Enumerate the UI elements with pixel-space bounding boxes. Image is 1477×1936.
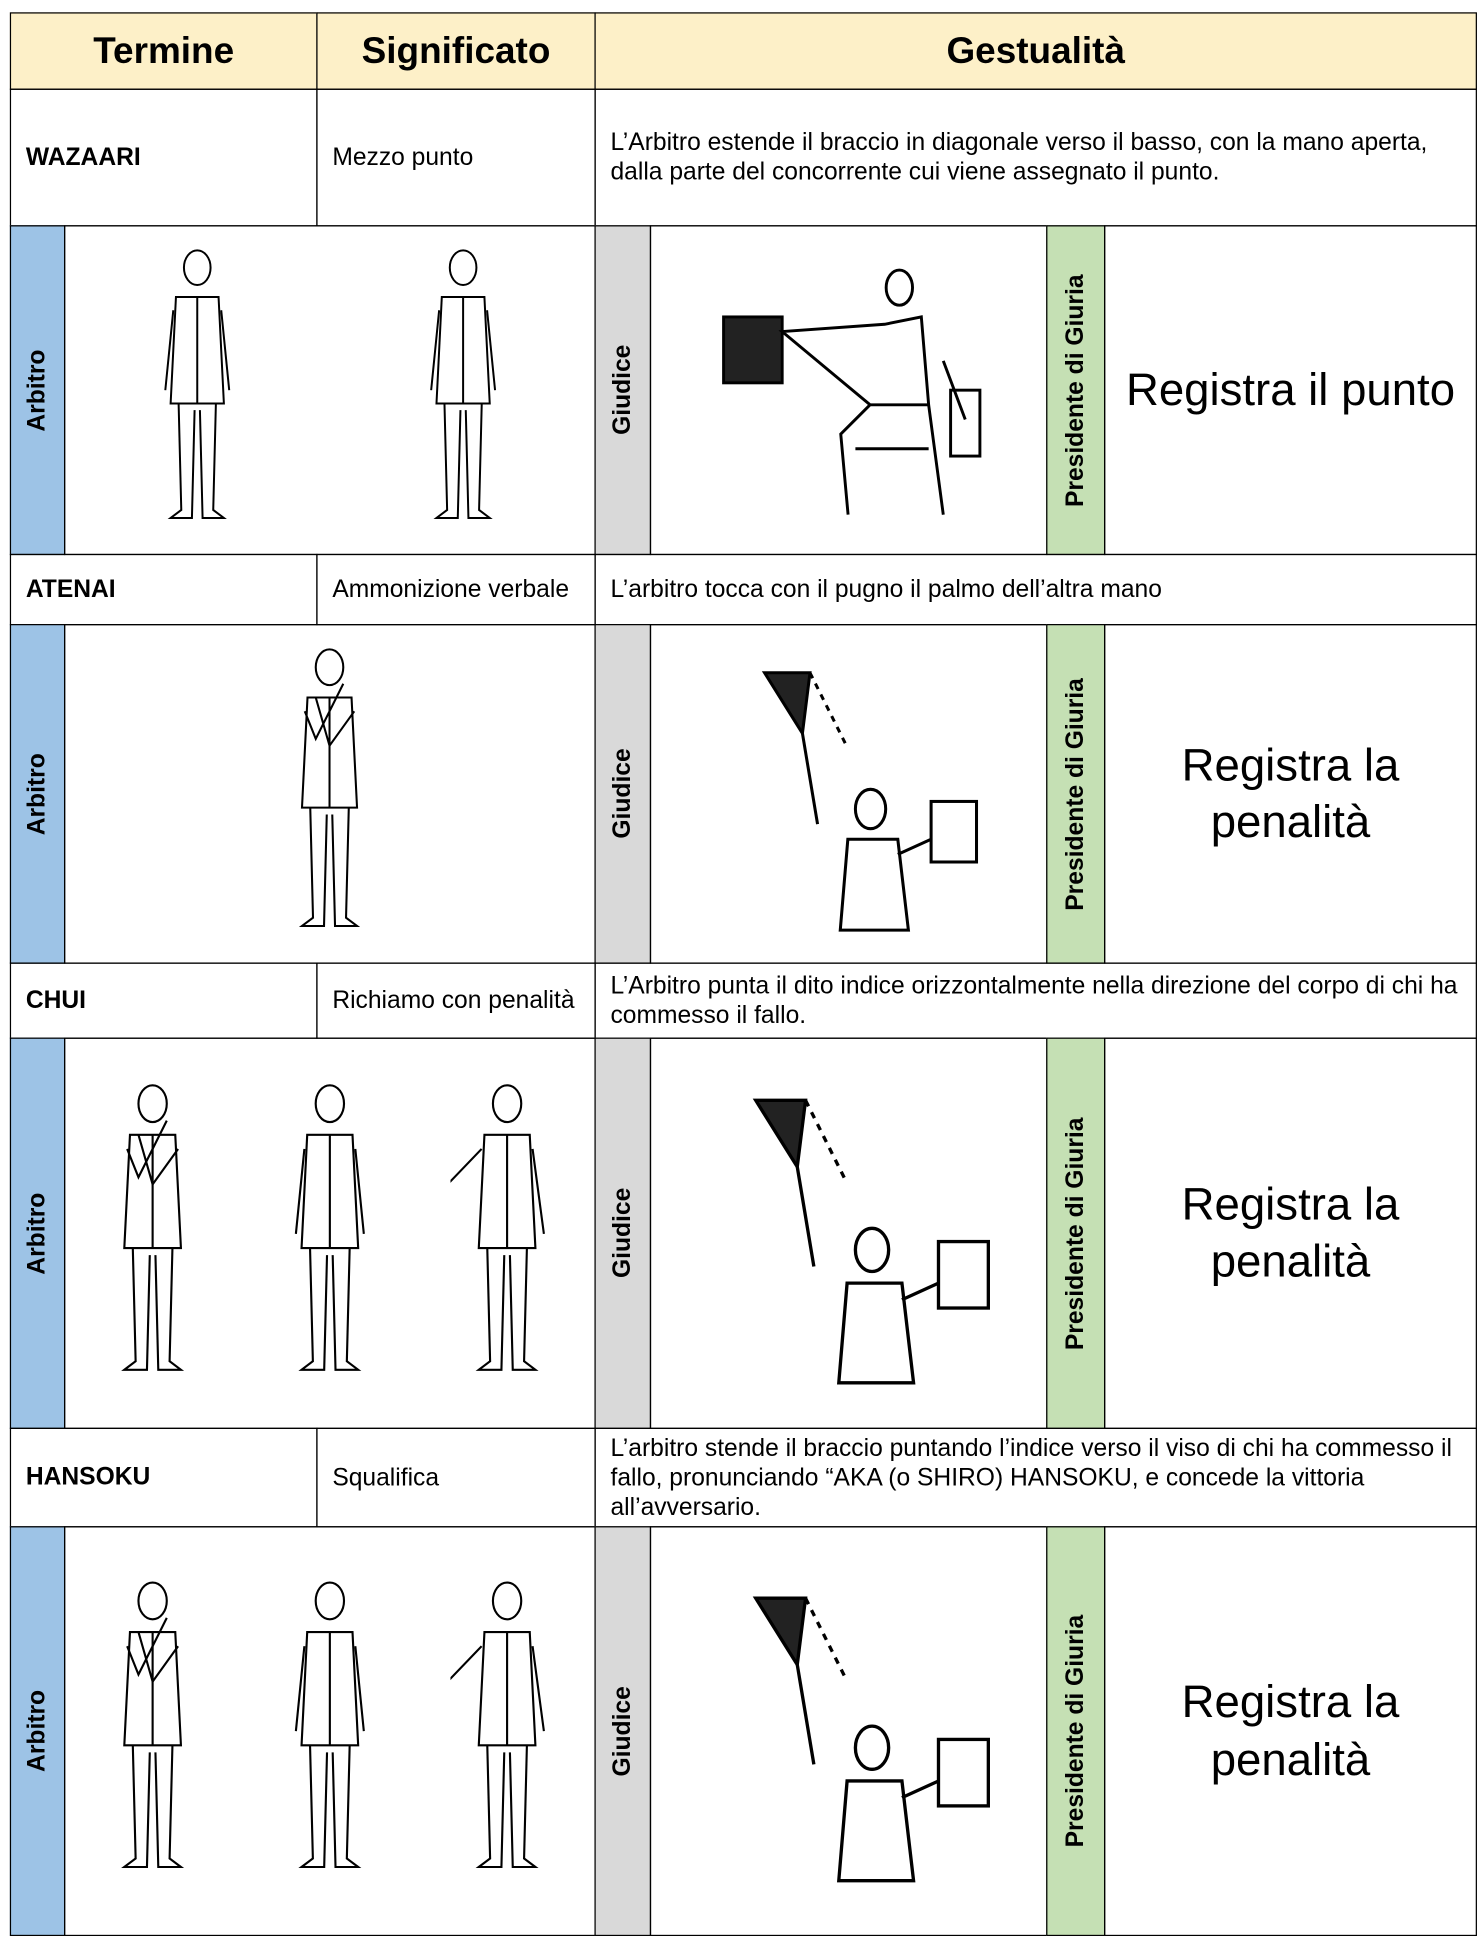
judge-figure (722, 268, 982, 515)
meaning: Mezzo punto (316, 88, 596, 227)
meaning: Squalifica (316, 1427, 596, 1528)
judge-label: Giudice (594, 1526, 652, 1936)
strip-label: Presidente di Giuria (1061, 677, 1089, 911)
referee-figure (450, 1083, 545, 1371)
judge-figure (752, 1596, 990, 1883)
referee-label: Arbitro (9, 225, 66, 556)
strip-label: Arbitro (23, 1690, 51, 1773)
referee-figure (299, 648, 361, 928)
strip-label: Arbitro (23, 752, 51, 835)
gesture: L’Arbitro estende il braccio in diagonal… (594, 88, 1477, 227)
strip-label: Presidente di Giuria (1061, 273, 1089, 507)
gesture: L’arbitro stende il braccio puntando l’i… (594, 1427, 1477, 1528)
term: HANSOKU (9, 1427, 318, 1528)
gesture: L’Arbitro punta il dito indice orizzonta… (594, 962, 1477, 1039)
referee-figure (450, 1581, 545, 1869)
term: ATENAI (9, 553, 318, 626)
president-action: Registra il punto (1104, 225, 1477, 556)
referee-label: Arbitro (9, 1037, 66, 1429)
judge-figure (761, 671, 979, 932)
meaning: Ammonizione verbale (316, 553, 596, 626)
term: CHUI (9, 962, 318, 1039)
judge-label: Giudice (594, 624, 652, 964)
president-action: Registra la penalità (1104, 1037, 1477, 1429)
gesture: L’arbitro tocca con il pugno il palmo de… (594, 553, 1477, 626)
referee-figure (121, 1581, 185, 1869)
strip-label: Presidente di Giuria (1061, 1116, 1089, 1350)
referee-figure (121, 1083, 185, 1371)
referee-figure (429, 249, 496, 519)
term: WAZAARI (9, 88, 318, 227)
referee-label: Arbitro (9, 1526, 66, 1936)
judge-label: Giudice (594, 225, 652, 556)
header-term: Termine (9, 12, 318, 90)
president-label: Presidente di Giuria (1046, 624, 1106, 964)
strip-label: Arbitro (23, 349, 51, 432)
president-label: Presidente di Giuria (1046, 1037, 1106, 1429)
president-label: Presidente di Giuria (1046, 225, 1106, 556)
referee-figure (294, 1083, 365, 1371)
referee-figure (294, 1581, 365, 1869)
strip-label: Giudice (608, 1188, 636, 1279)
strip-label: Giudice (608, 748, 636, 840)
president-action: Registra la penalità (1104, 1526, 1477, 1936)
header-meaning: Significato (316, 12, 596, 90)
strip-label: Arbitro (23, 1192, 51, 1275)
president-action: Registra la penalità (1104, 624, 1477, 964)
judge-figure (752, 1098, 990, 1385)
referee-figure (163, 249, 230, 519)
strip-label: Presidente di Giuria (1061, 1614, 1089, 1848)
referee-label: Arbitro (9, 624, 66, 964)
meaning: Richiamo con penalità (316, 962, 596, 1039)
header-gesture: Gestualità (594, 12, 1477, 90)
strip-label: Giudice (608, 1685, 636, 1777)
president-label: Presidente di Giuria (1046, 1526, 1106, 1936)
judge-label: Giudice (594, 1037, 652, 1429)
strip-label: Giudice (608, 345, 636, 436)
